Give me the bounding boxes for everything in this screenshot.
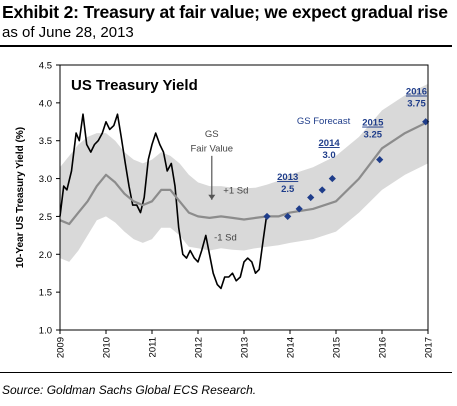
x-tick-label: 2010 [102,337,113,358]
x-tick-label: 2017 [424,337,435,358]
x-tick-label: 2009 [56,337,67,358]
annotation-forecast-2016-year: 2016 [406,87,427,98]
x-tick-label: 2016 [378,337,389,358]
source-note: Source: Goldman Sachs Global ECS Researc… [2,383,257,397]
y-tick-label: 4.5 [39,61,52,72]
fair-value-arrowhead [208,194,216,200]
y-tick-label: 3.0 [39,174,52,185]
plot-frame [59,64,429,331]
x-tick-label: 2013 [240,337,251,358]
plot-layer: 1.0 1.5 2.0 2.5 3.0 3.5 4.0 4.5 2009 2010 2011 2012… [39,61,435,359]
annotation-forecast-2016-value: 3.75 [407,99,426,110]
y-tick-label: 2.5 [39,212,52,223]
y-tick-label: 1.5 [39,288,52,299]
annotation-gs-fair-value-1: GS [205,129,219,140]
bottom-divider [0,372,452,373]
x-tick-label: 2011 [148,337,159,357]
annotation-forecast-2013-value: 2.5 [281,184,295,195]
annotation-forecast-2015-year: 2015 [362,118,384,129]
x-tick-label: 2015 [332,337,343,358]
annotation-gs-fair-value-2: Fair Value [191,143,234,154]
fair-value-line [59,120,429,226]
annotation-forecast-2014-year: 2014 [319,138,341,149]
y-tick-label: 4.0 [39,98,52,109]
forecast-point [295,205,303,213]
chart-title: US Treasury Yield [71,77,198,94]
y-tick-label: 1.0 [39,326,52,337]
forecast-series-label: GS Forecast [297,116,351,127]
x-tick-label: 2012 [194,337,205,358]
forecast-point [263,212,271,221]
annotation-forecast-2014-value: 3.0 [322,150,335,161]
band-lower-label: -1 Sd [214,233,237,244]
top-divider [0,45,452,47]
x-tick-label: 2014 [286,337,297,358]
forecast-point [376,156,384,164]
forecast-point [328,174,336,183]
forecast-point [318,186,326,194]
annotation-forecast-2013-year: 2013 [277,172,298,183]
std-dev-band [60,83,428,262]
forecast-point [307,193,315,202]
treasury-yield-chart: 1.0 1.5 2.0 2.5 3.0 3.5 4.0 4.5 2009 2010 2011 2012… [15,61,435,359]
actual-yield-line [59,113,268,290]
band-upper-label: +1 Sd [223,186,248,197]
exhibit-title: Exhibit 2: Treasury at fair value; we ex… [2,2,448,22]
exhibit-subtitle: as of June 28, 2013 [2,24,134,41]
y-axis-title: 10-Year US Treasury Yield (%) [15,127,26,268]
forecast-point [284,212,292,221]
y-tick-label: 3.5 [39,136,52,147]
y-tick-label: 2.0 [39,250,52,261]
annotation-forecast-2015-value: 3.25 [364,130,383,141]
